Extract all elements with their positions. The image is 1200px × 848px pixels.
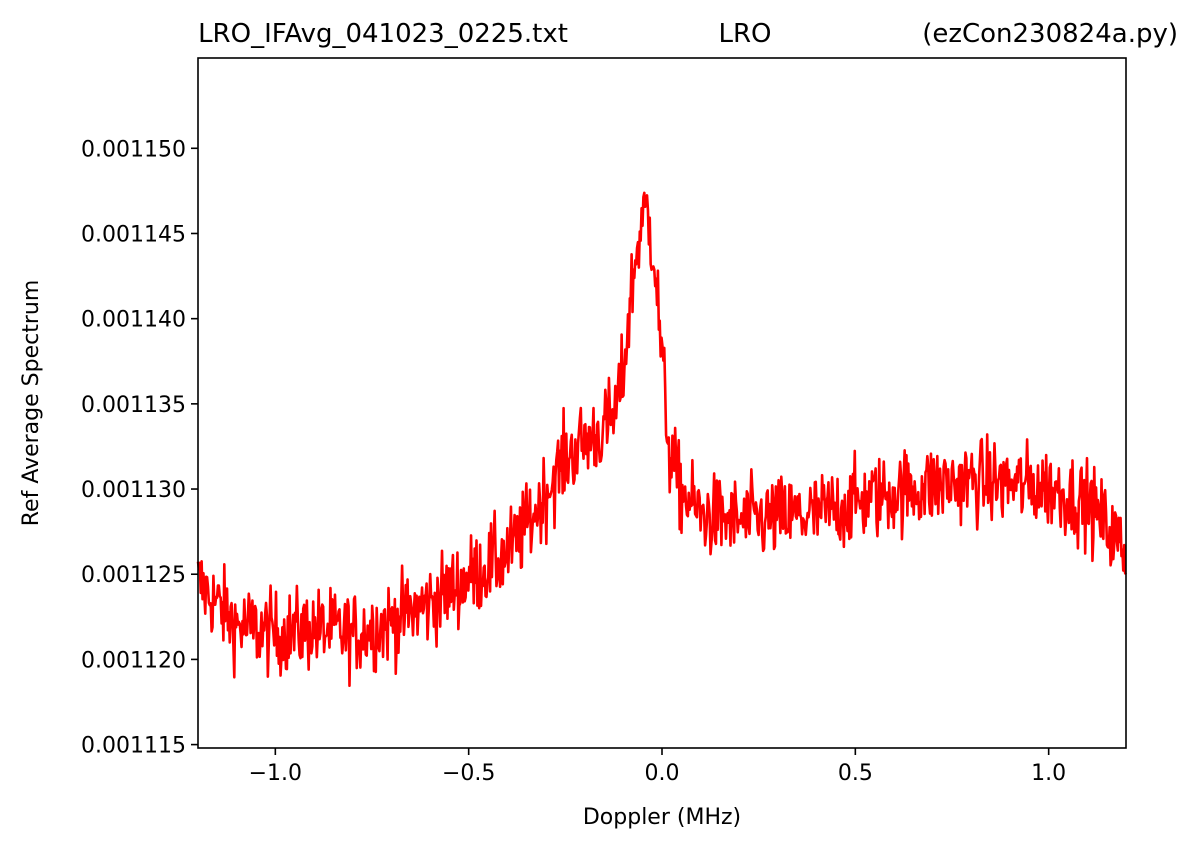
title-center: LRO (718, 19, 771, 49)
x-tick-label: −1.0 (249, 761, 302, 786)
x-tick-label: 0.0 (645, 761, 680, 786)
y-tick-label: 0.001120 (81, 648, 186, 673)
y-axis-ticks: 0.001115 0.001120 0.001125 0.001130 0.001135… (81, 137, 198, 759)
spectrum-line (196, 191, 1128, 688)
y-tick-label: 0.001150 (81, 137, 186, 162)
y-tick-label: 0.001125 (81, 563, 186, 588)
x-tick-label: 1.0 (1031, 761, 1066, 786)
y-tick-label: 0.001145 (81, 222, 186, 247)
x-tick-label: −0.5 (442, 761, 495, 786)
y-tick-label: 0.001135 (81, 393, 186, 418)
plot-frame (197, 57, 1127, 749)
y-tick-label: 0.001115 (81, 734, 186, 759)
title-right: (ezCon230824a.py) (922, 19, 1178, 49)
y-axis-label: Ref Average Spectrum (19, 280, 44, 527)
title-left: LRO_IFAvg_041023_0225.txt (198, 19, 568, 49)
y-tick-label: 0.001140 (81, 308, 186, 333)
series-line (196, 191, 1128, 688)
x-axis-label: Doppler (MHz) (583, 805, 741, 830)
x-tick-label: 0.5 (838, 761, 873, 786)
y-tick-label: 0.001130 (81, 478, 186, 503)
x-axis-ticks: −1.0 −0.5 0.0 0.5 1.0 (249, 748, 1066, 786)
